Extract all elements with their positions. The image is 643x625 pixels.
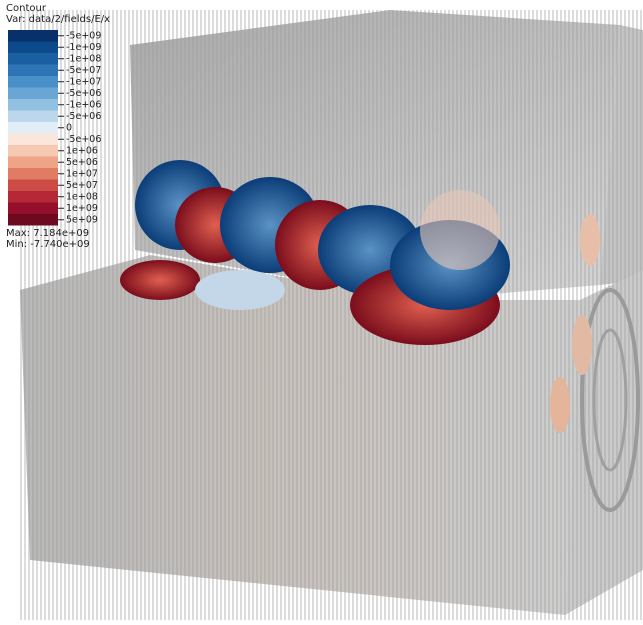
legend-label: 1e+08 — [66, 191, 98, 202]
color-swatch — [8, 156, 58, 168]
color-swatch — [8, 168, 58, 180]
legend-label: -1e+06 — [66, 99, 101, 110]
legend: Contour Var: data/2/fields/E/x Max: 7.18… — [6, 3, 110, 250]
legend-label: -1e+09 — [66, 42, 101, 53]
color-swatch — [8, 76, 58, 88]
legend-label: -1e+07 — [66, 76, 101, 87]
legend-title: Contour — [6, 3, 47, 14]
color-swatch — [8, 133, 58, 145]
volume-render — [20, 10, 643, 620]
legend-label: -5e+06 — [66, 111, 101, 122]
legend-label: 5e+06 — [66, 157, 98, 168]
color-swatch — [8, 202, 58, 214]
legend-label: -5e+06 — [66, 134, 101, 145]
color-swatch — [8, 53, 58, 65]
color-swatch — [8, 41, 58, 53]
legend-max: Max: 7.184e+09 — [6, 228, 89, 239]
color-swatch — [8, 145, 58, 157]
legend-label: -5e+09 — [66, 30, 101, 41]
color-swatch — [8, 64, 58, 76]
legend-label: -5e+07 — [66, 65, 101, 76]
legend-label: 1e+09 — [66, 203, 98, 214]
legend-label: 1e+07 — [66, 168, 98, 179]
legend-variable: Var: data/2/fields/E/x — [6, 14, 110, 25]
legend-label: 5e+07 — [66, 180, 98, 191]
legend-label: 5e+09 — [66, 214, 98, 225]
color-swatch — [8, 87, 58, 99]
legend-label: -1e+08 — [66, 53, 101, 64]
legend-label: 0 — [66, 122, 72, 133]
legend-min: Min: -7.740e+09 — [6, 239, 90, 250]
color-swatch — [8, 99, 58, 111]
color-swatch — [8, 110, 58, 122]
color-swatch — [8, 214, 58, 226]
legend-label: 1e+06 — [66, 145, 98, 156]
color-swatch — [8, 179, 58, 191]
color-swatch — [8, 122, 58, 134]
color-swatch — [8, 30, 58, 42]
legend-label: -5e+06 — [66, 88, 101, 99]
color-swatch — [8, 191, 58, 203]
